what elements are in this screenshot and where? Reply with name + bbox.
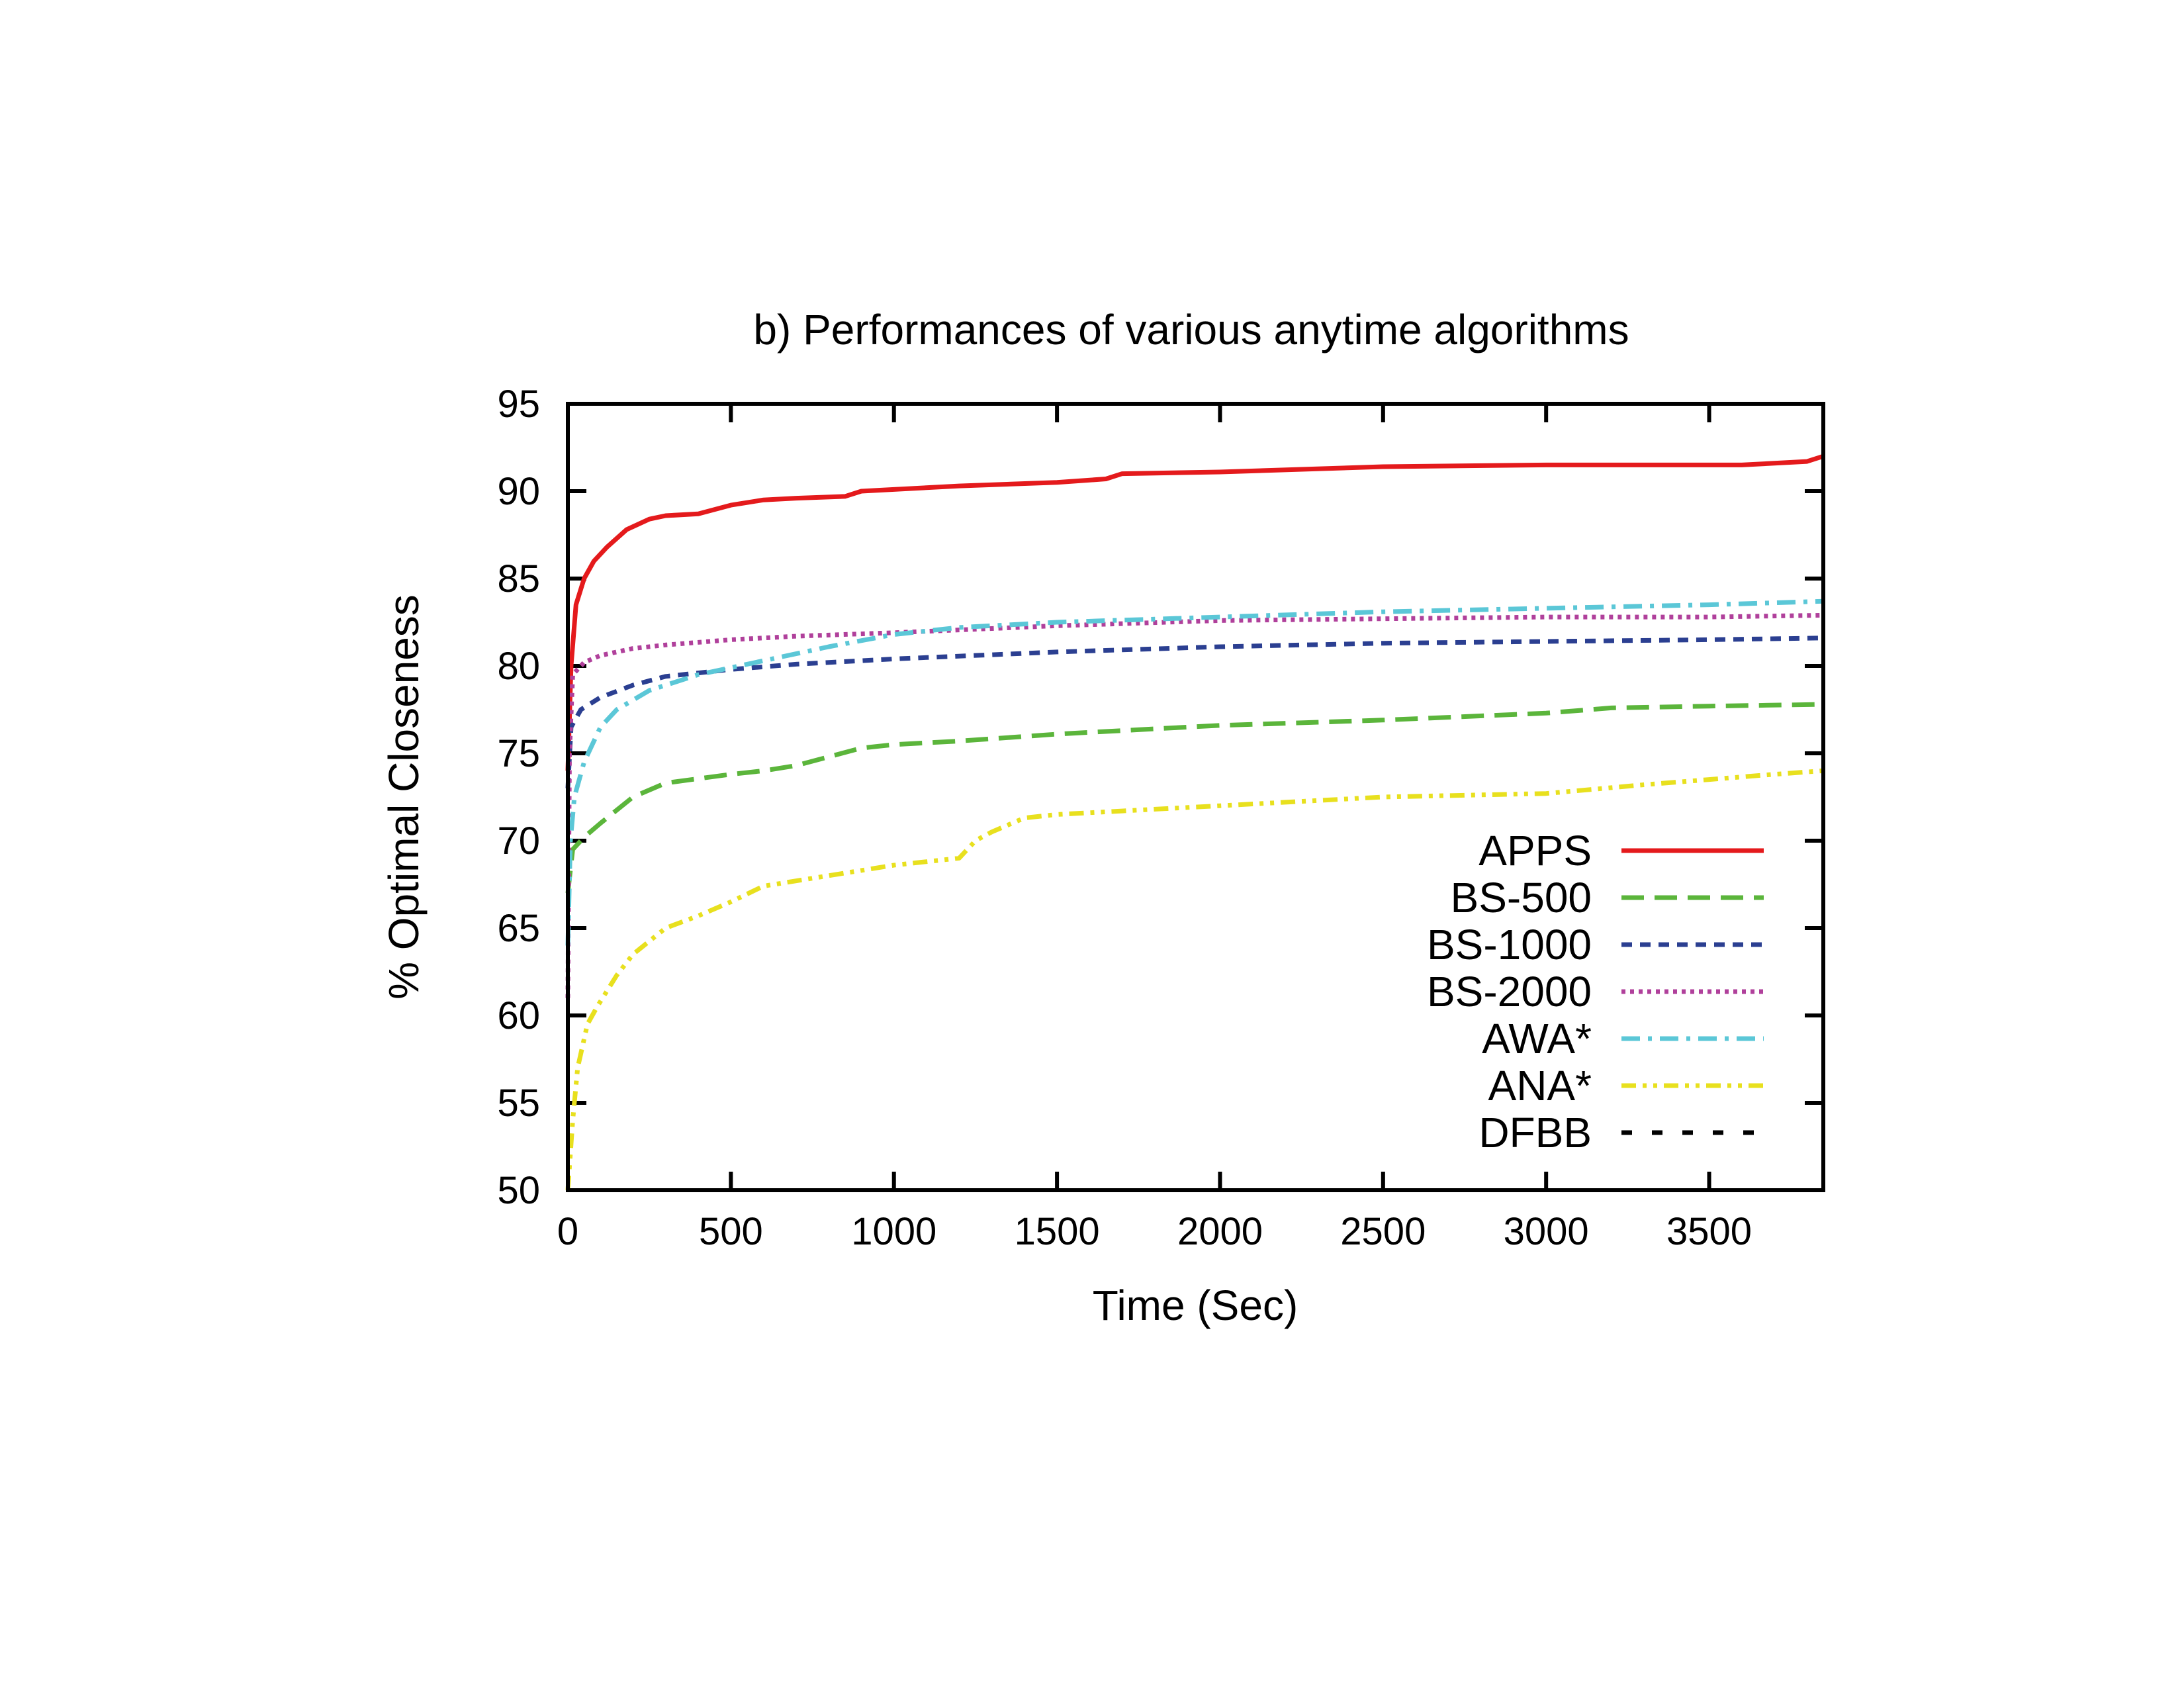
series-layer: [565, 453, 1825, 1191]
series-line-bs-1000: [565, 635, 1824, 788]
x-tick-label: 0: [557, 1210, 578, 1253]
y-tick-label: 70: [497, 820, 540, 863]
x-axis-label: Time (Sec): [1093, 1282, 1298, 1329]
x-tick-label: 2500: [1340, 1210, 1426, 1253]
y-tick-label: 90: [497, 470, 540, 513]
y-axis-label: % Optimal Closeness: [380, 594, 428, 1000]
x-tick-label: 2000: [1177, 1210, 1263, 1253]
legend-label-awa-: AWA*: [1482, 1015, 1592, 1062]
x-axis-ticks: 0 500 1000 1500 2000 2500 3000 3500: [557, 404, 1752, 1253]
y-tick-label: 75: [497, 732, 540, 775]
y-tick-label: 85: [497, 557, 540, 600]
x-tick-label: 500: [699, 1210, 763, 1253]
legend-label-bs-500: BS-500: [1451, 874, 1592, 921]
legend-label-apps: APPS: [1479, 827, 1592, 874]
legend-label-bs-1000: BS-1000: [1427, 921, 1592, 968]
legend-label-dfbb: DFBB: [1479, 1109, 1592, 1156]
legend-label-ana-: ANA*: [1488, 1062, 1592, 1109]
y-tick-label: 95: [497, 383, 540, 426]
x-tick-label: 3000: [1504, 1210, 1589, 1253]
x-tick-label: 1500: [1015, 1210, 1100, 1253]
y-tick-label: 50: [497, 1169, 540, 1212]
series-line-awa-: [565, 598, 1824, 946]
chart-title: b) Performances of various anytime algor…: [753, 306, 1629, 353]
legend-label-bs-2000: BS-2000: [1427, 968, 1592, 1015]
x-tick-label: 3500: [1666, 1210, 1752, 1253]
series-line-apps: [565, 453, 1825, 771]
x-tick-label: 1000: [851, 1210, 936, 1253]
series-line-bs-500: [565, 702, 1824, 894]
y-axis-ticks: 50 55 60 65 70 75 80 85 90 95: [497, 383, 1823, 1212]
y-tick-label: 55: [497, 1082, 540, 1125]
y-tick-label: 60: [497, 994, 540, 1037]
y-tick-label: 80: [497, 645, 540, 688]
y-tick-label: 65: [497, 907, 540, 950]
series-line-bs-2000: [565, 612, 1824, 998]
plot-frame: [566, 402, 1825, 1192]
series-line-ana-: [565, 768, 1824, 1191]
